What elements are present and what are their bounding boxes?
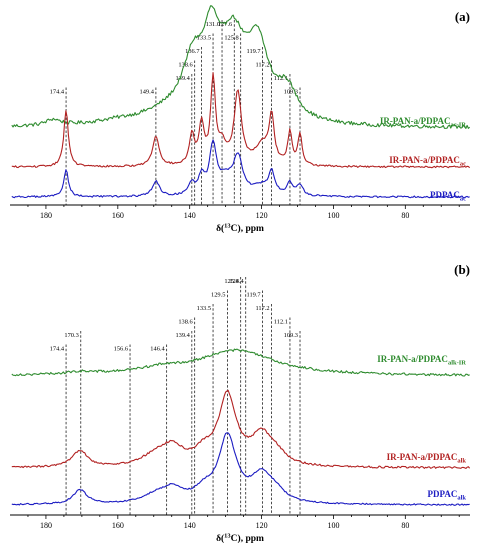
x-axis-title-main: δ(: [216, 223, 224, 234]
peak-label: 149.4: [140, 89, 155, 96]
series-line: [11, 432, 470, 506]
x-tick-label: 180: [40, 211, 52, 220]
series-label-main: IR-PAN-a/PDPAC: [389, 155, 460, 165]
series-label: IR-PAN-a/PDPACac: [389, 155, 466, 168]
x-axis-title-main: δ(: [216, 533, 224, 544]
x-axis-title-sup: 13: [224, 533, 231, 540]
x-tick-label: 100: [327, 521, 339, 530]
x-tick-label: 160: [112, 211, 124, 220]
series-label-sub: ac-IR: [450, 122, 466, 129]
series-label-sub: ac: [460, 196, 466, 203]
series-line: [11, 5, 471, 129]
series-line: [11, 72, 471, 169]
panel-label: (a): [455, 9, 470, 24]
peak-label: 139.4: [175, 332, 190, 339]
panel-b: (b) 180 160 140 120 100 80 δ(13C), ppm 174.4 170.…: [10, 262, 471, 545]
series-label: PDPACalk: [428, 489, 467, 502]
panel-a: (a) 180 160 140 120 100 80 δ(13C), ppm 174.4 149.…: [10, 5, 471, 235]
x-tick-label: 120: [256, 211, 268, 220]
series-label: IR-PAN-a/PDPACalk-IR: [377, 354, 466, 367]
peak-label: 133.5: [197, 35, 211, 42]
peak-label: 119.7: [246, 48, 261, 55]
peak-label: 109.3: [284, 89, 298, 96]
x-tick-label: 100: [327, 211, 339, 220]
series-label-main: IR-PAN-a/PDPAC: [380, 116, 451, 126]
series-line: [11, 389, 471, 469]
series-label-main: PDPAC: [430, 190, 460, 200]
peak-label: 174.4: [50, 346, 65, 353]
x-axis-title-sup: 13: [224, 223, 231, 230]
series-label-sub: alk: [457, 495, 466, 502]
series-label-main: IR-PAN-a/PDPAC: [377, 354, 448, 364]
series-label-sub: alk-IR: [448, 360, 466, 367]
peak-label: 146.4: [150, 346, 165, 353]
peak-label: 139.4: [175, 75, 190, 82]
x-axis-title: δ(13C), ppm: [216, 223, 264, 235]
peak-markers: 174.4 149.4 139.4 138.6 136.7 133.5 131.0127.6…: [50, 20, 301, 205]
peak-label: 138.6: [178, 62, 192, 69]
x-tick-label: 140: [184, 211, 196, 220]
peak-label: 131.0: [206, 21, 220, 28]
peak-label: 125.8: [224, 35, 238, 42]
peak-label: 170.3: [64, 332, 78, 339]
x-axis-title-tail: C), ppm: [231, 223, 264, 234]
x-ticks: 180 160 140 120 100 80: [27, 205, 460, 220]
panel-label: (b): [454, 262, 470, 277]
peak-label: 125.8: [224, 278, 238, 285]
peak-label: 117.2: [255, 62, 269, 69]
peak-label: 133.5: [197, 305, 211, 312]
x-axis-title: δ(13C), ppm: [216, 533, 264, 545]
peak-label: 136.7: [185, 48, 200, 55]
peak-label: 129.5: [211, 292, 225, 299]
peak-markers: 174.4 170.3 156.6 146.4 139.4 138.6 133.5129.5…: [50, 277, 301, 515]
x-axis-title-tail: C), ppm: [231, 533, 264, 544]
x-tick-label: 80: [401, 521, 409, 530]
peak-label: 174.4: [50, 89, 65, 96]
series-label: IR-PAN-a/PDPACalk: [387, 452, 467, 465]
peak-label: 119.7: [246, 292, 261, 299]
series-label: IR-PAN-a/PDPACac-IR: [380, 116, 466, 129]
peak-label: 124.4: [229, 278, 244, 285]
peak-label: 138.6: [178, 319, 192, 326]
x-tick-label: 140: [184, 521, 196, 530]
series-label-main: PDPAC: [428, 489, 458, 499]
series-label-main: IR-PAN-a/PDPAC: [387, 452, 458, 462]
series-line: [11, 139, 470, 199]
peak-label: 109.3: [284, 332, 298, 339]
peak-label: 156.6: [114, 346, 128, 353]
x-tick-label: 80: [401, 211, 409, 220]
series-line: [11, 348, 470, 377]
peak-label: 112.1: [274, 319, 288, 326]
series-label: PDPACac: [430, 190, 466, 203]
x-tick-label: 160: [112, 521, 124, 530]
x-tick-label: 180: [40, 521, 52, 530]
x-ticks: 180 160 140 120 100 80: [27, 515, 460, 530]
peak-label: 127.6: [218, 21, 232, 28]
peak-label: 112.1: [274, 75, 288, 82]
peak-label: 117.2: [255, 305, 269, 312]
series-label-sub: ac: [460, 161, 466, 168]
x-tick-label: 120: [256, 521, 268, 530]
series-label-sub: alk: [457, 458, 466, 465]
